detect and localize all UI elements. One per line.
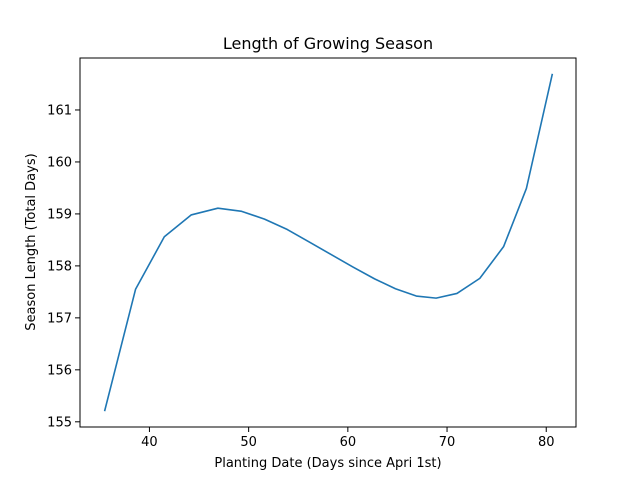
x-tick-label: 40 — [141, 435, 158, 450]
y-tick-label: 158 — [47, 259, 72, 274]
x-tick-label: 60 — [340, 435, 357, 450]
x-tick-label: 50 — [240, 435, 257, 450]
y-tick-label: 161 — [47, 103, 72, 118]
y-tick-label: 157 — [47, 311, 72, 326]
y-tick-label: 155 — [47, 415, 72, 430]
chart-title: Length of Growing Season — [223, 34, 433, 53]
x-tick-label: 80 — [538, 435, 555, 450]
y-tick-label: 156 — [47, 363, 72, 378]
y-tick-label: 159 — [47, 207, 72, 222]
series-line — [103, 73, 554, 412]
plot-frame — [79, 57, 577, 428]
y-tick-label: 160 — [47, 155, 72, 170]
y-axis-label: Season Length (Total Days) — [24, 153, 39, 330]
plot-area — [103, 73, 554, 412]
x-axis-label: Planting Date (Days since Apri 1st) — [214, 456, 441, 471]
x-tick-label: 70 — [439, 435, 456, 450]
x-axis: 40 50 60 70 80 — [141, 427, 555, 450]
y-axis: 155 156 157 158 159 160 161 — [47, 103, 80, 430]
